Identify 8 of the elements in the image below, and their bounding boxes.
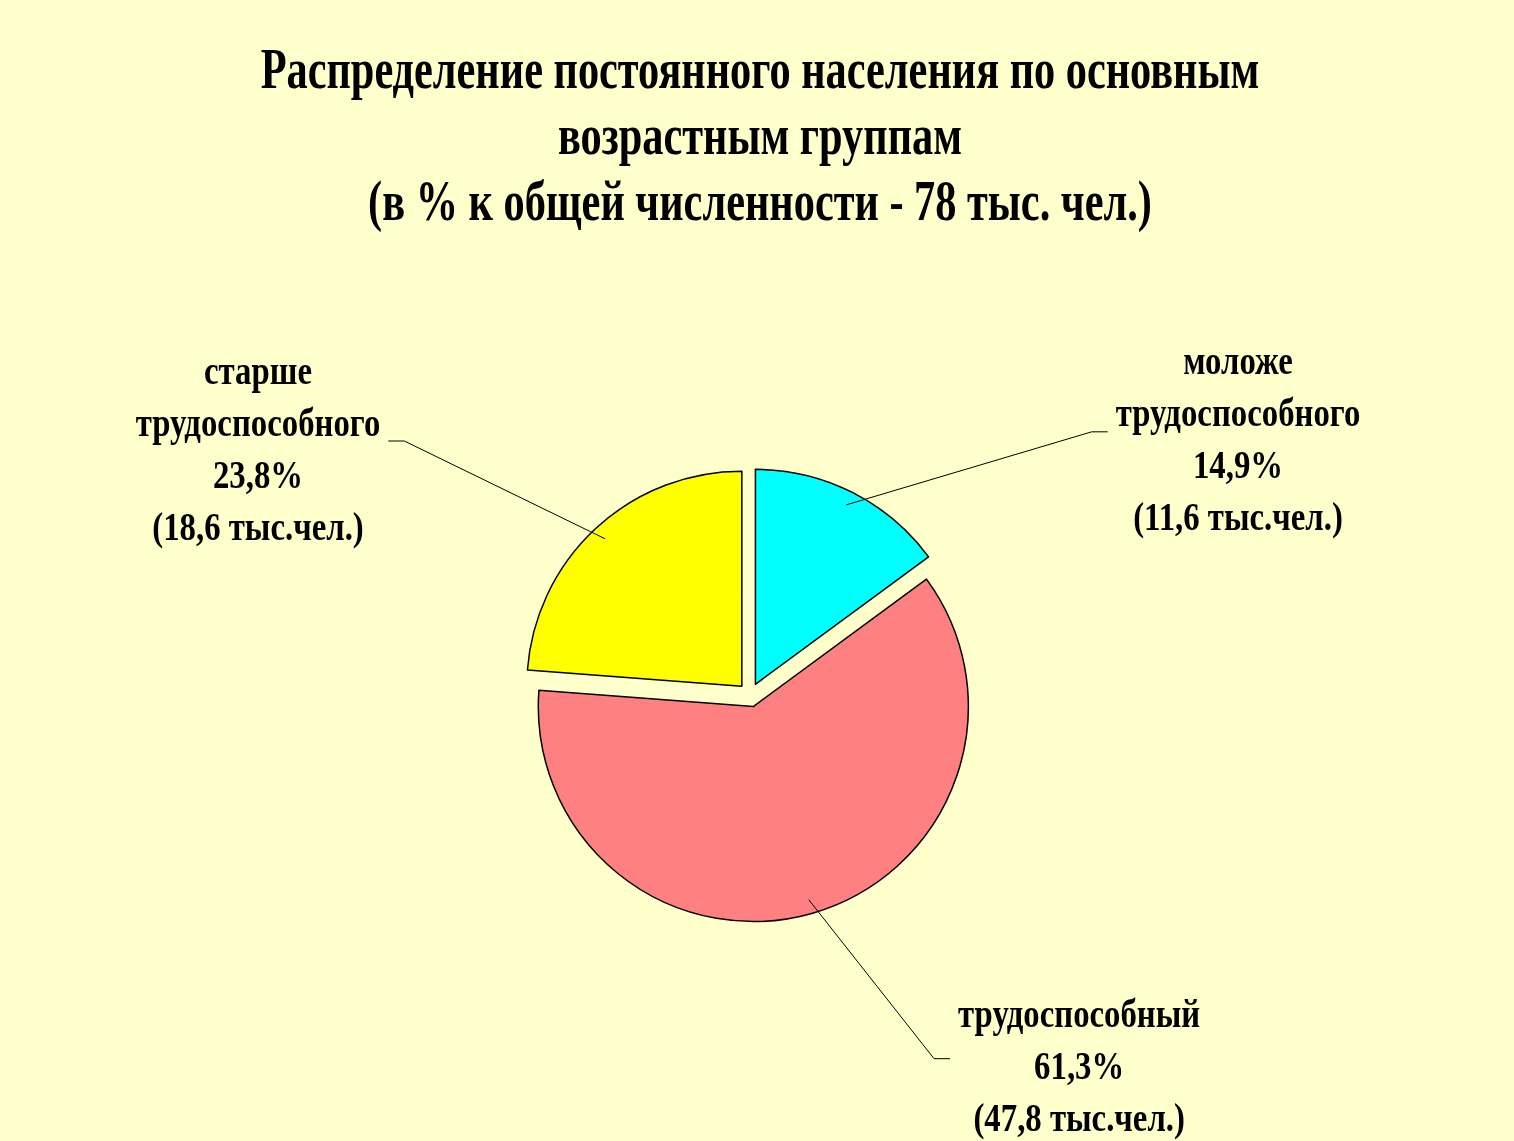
data-label: 14,9% (11,6 тыс.чел.) [1133, 442, 1343, 540]
slice-label: моложе трудоспособного [1115, 338, 1361, 436]
slice-label: старше трудоспособного [135, 347, 381, 445]
slice-label: трудоспособный [958, 991, 1201, 1036]
data-label: 23,8% (18,6 тыс.чел.) [152, 451, 364, 549]
chart-subtitle: (в % к общей численности - 78 тыс. чел.) [368, 168, 1152, 233]
chart-title: Распределение постоянного населения по основным возрастным группам [260, 36, 1260, 167]
data-label: 61,3% (47,8 тыс.чел.) [973, 1043, 1185, 1140]
